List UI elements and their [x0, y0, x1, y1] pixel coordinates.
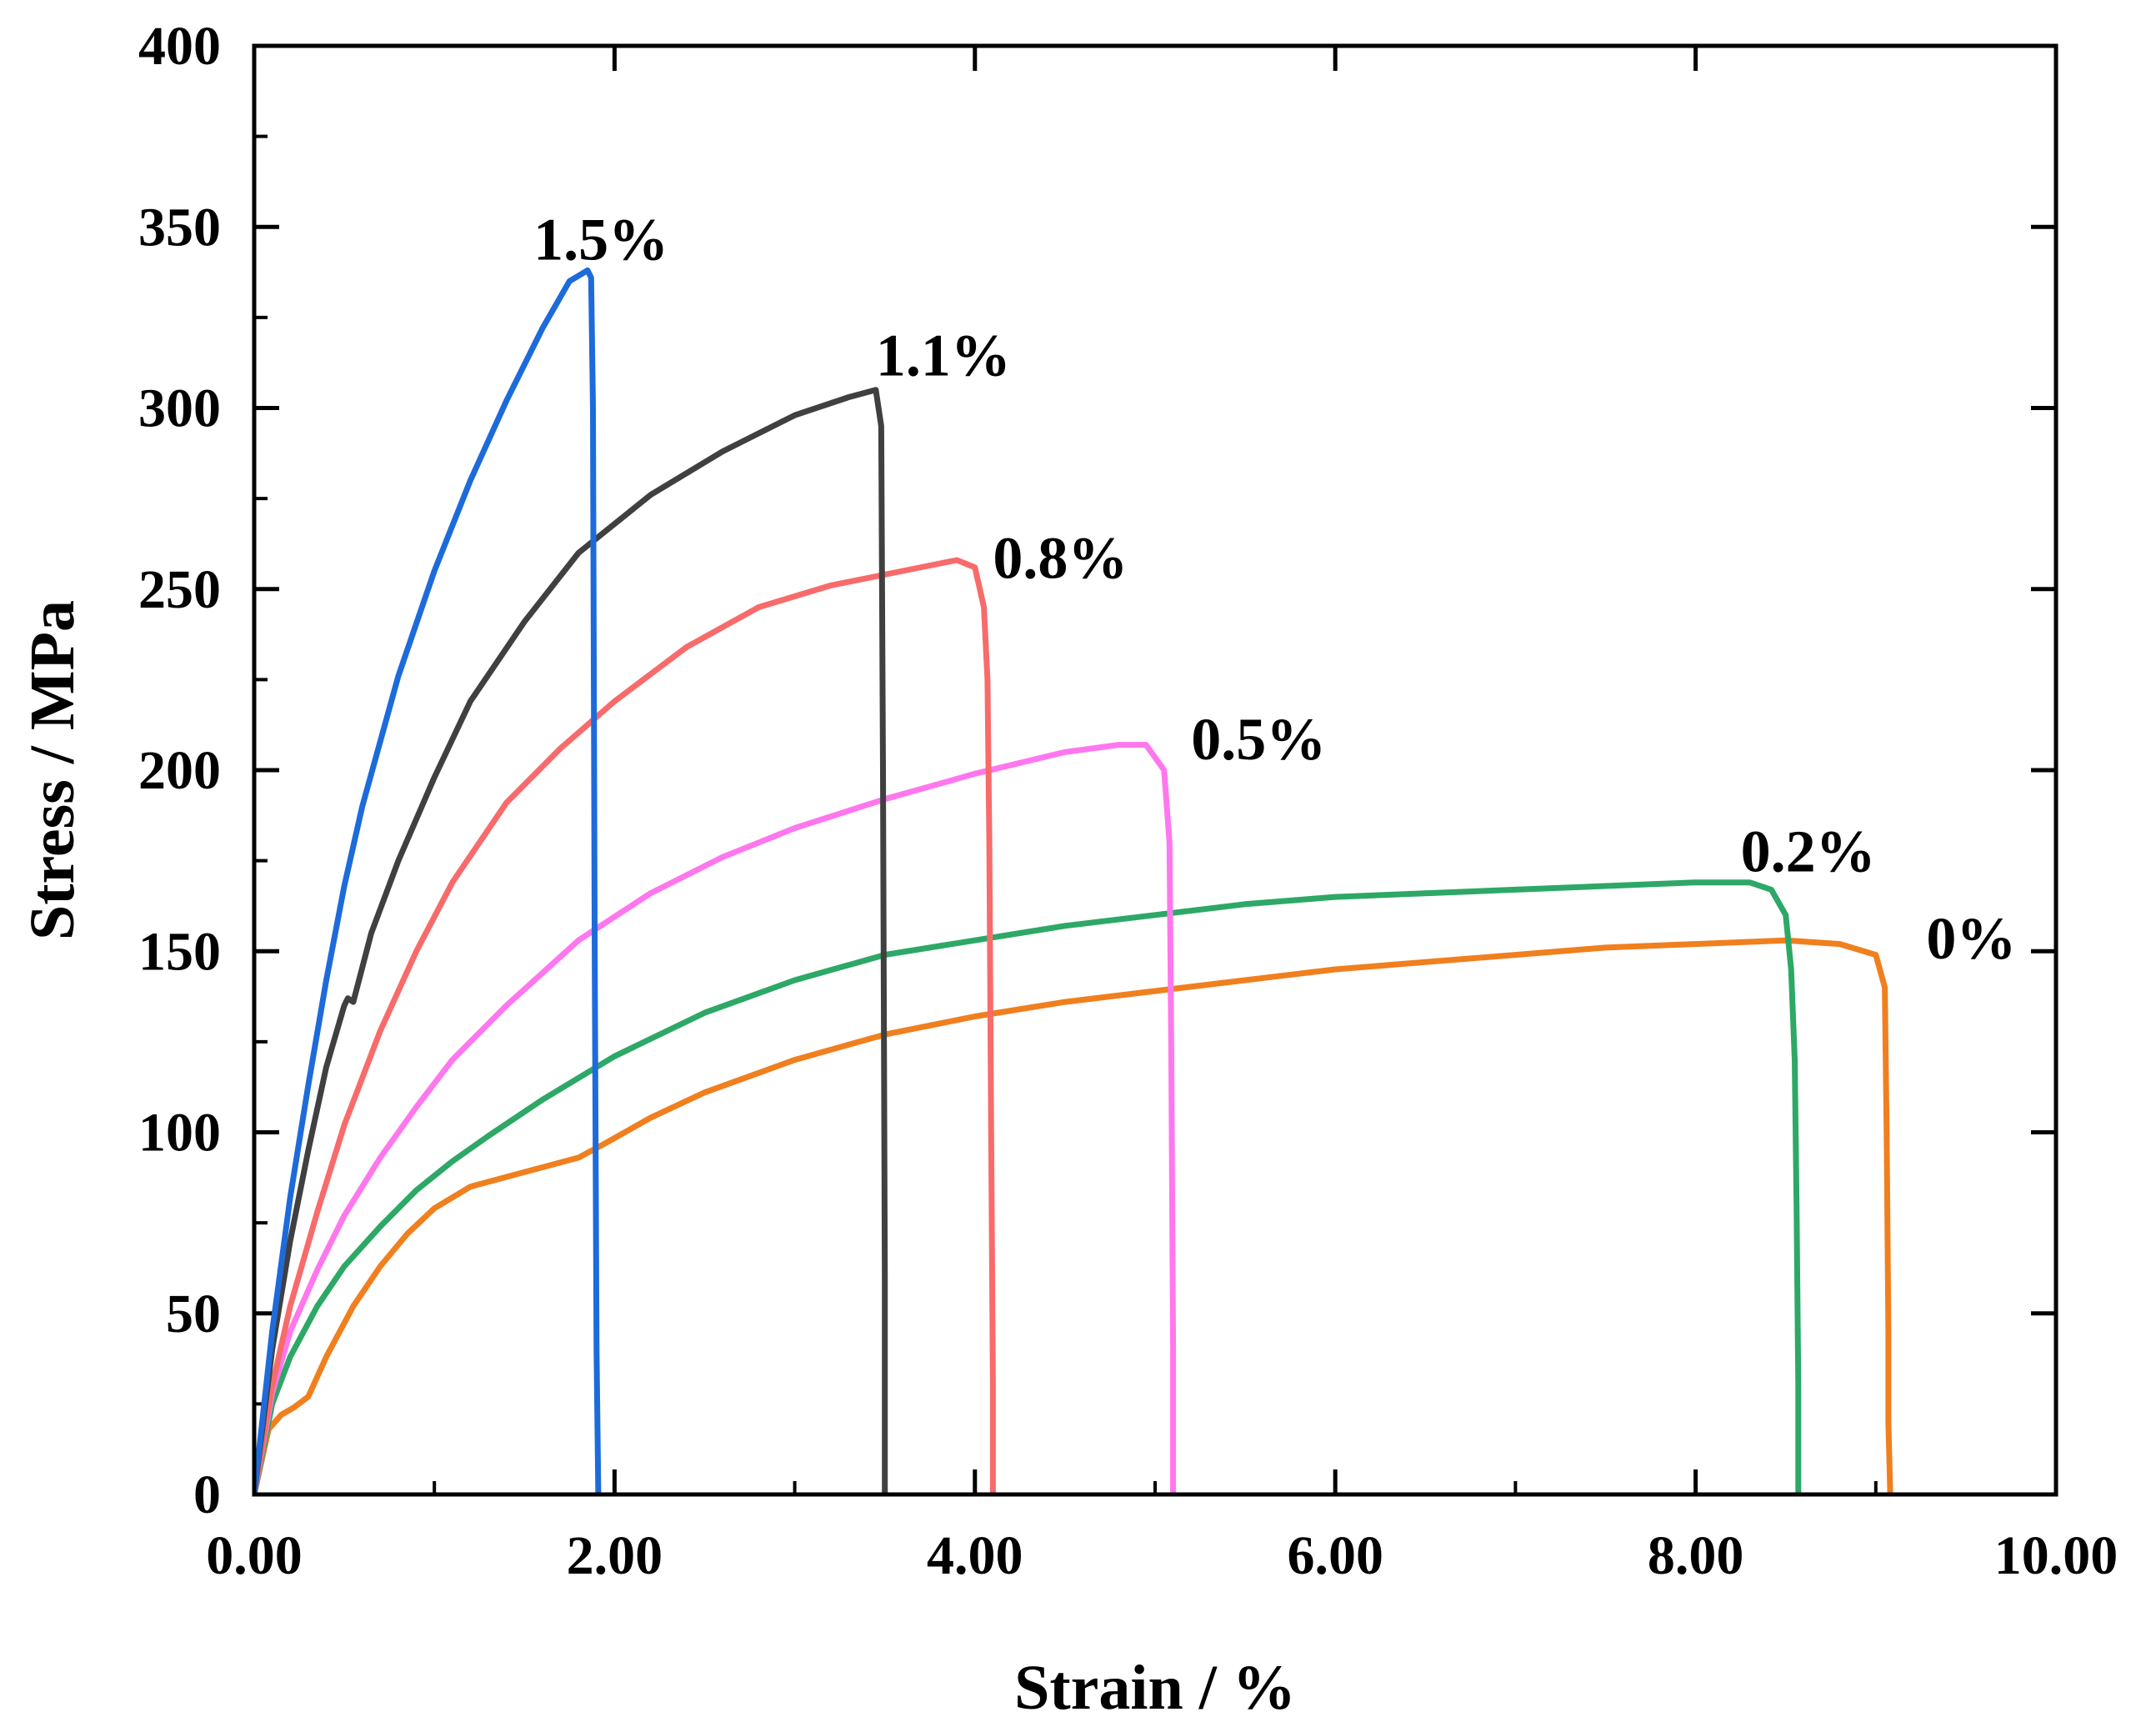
y-tick-label: 250	[138, 559, 221, 620]
series-line-0.8%	[254, 557, 996, 1494]
y-tick-label: 200	[138, 740, 221, 801]
series-line-0.2%	[254, 879, 1802, 1494]
x-tick-label: 0.00	[206, 1525, 303, 1586]
x-tick-label: 8.00	[1648, 1525, 1744, 1586]
y-tick-label: 50	[166, 1284, 221, 1344]
x-axis-title: Strain / %	[1014, 1653, 1296, 1723]
x-tick-label: 6.00	[1287, 1525, 1383, 1586]
x-tick-label: 4.00	[927, 1525, 1023, 1586]
y-tick-label: 0	[193, 1464, 221, 1525]
x-tick-labels: 0.00 2.00 4.00 6.00 8.00 10.00	[206, 1525, 2118, 1586]
y-tick-label: 150	[138, 921, 221, 982]
series-label-1.5%: 1.5%	[533, 206, 668, 273]
axis-ticks	[252, 43, 2058, 1497]
y-tick-label: 100	[138, 1103, 221, 1164]
series-label-1.1%: 1.1%	[876, 322, 1011, 388]
series-label-0.2%: 0.2%	[1741, 818, 1876, 885]
series-line-0.5%	[254, 742, 1177, 1494]
series-labels: 0% 0.2% 0.5% 0.8% 1.1% 1.5%	[533, 206, 2016, 972]
series-label-0.5%: 0.5%	[1191, 706, 1326, 773]
y-tick-label: 400	[138, 16, 221, 77]
series-line-1.5%	[254, 267, 602, 1494]
plot-frame	[252, 43, 2058, 1497]
y-axis-title: Stress / MPa	[18, 600, 88, 940]
y-tick-labels: 0 50 100 150 200 250 300 350 400	[138, 16, 221, 1525]
data-series	[254, 267, 1893, 1494]
series-line-0%	[254, 937, 1893, 1494]
y-tick-label: 300	[138, 378, 221, 439]
series-line-1.1%	[254, 387, 888, 1494]
series-label-0.8%: 0.8%	[993, 525, 1128, 592]
series-label-0%: 0%	[1926, 905, 2016, 972]
x-tick-label: 10.00	[1994, 1525, 2118, 1586]
y-tick-label: 350	[138, 197, 221, 258]
x-tick-label: 2.00	[567, 1525, 663, 1586]
